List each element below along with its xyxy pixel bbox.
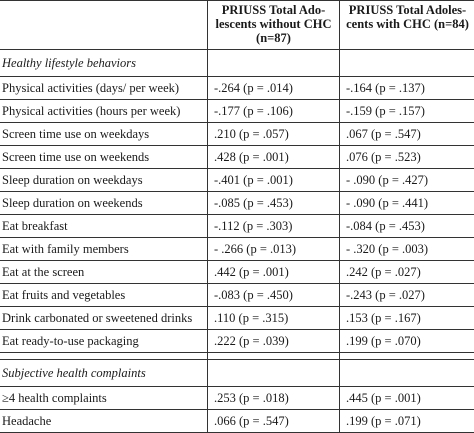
table-row: Screen time use on weekends.428 (p = .00… bbox=[0, 146, 474, 169]
row-label: Eat fruits and vegetables bbox=[0, 284, 208, 307]
table-row: Eat with family members- .266 (p = .013)… bbox=[0, 238, 474, 261]
table-row: Eat fruits and vegetables-.083 (p = .450… bbox=[0, 284, 474, 307]
cell-with-chc: -.159 (p = .157) bbox=[340, 100, 474, 123]
cell-with-chc: .153 (p = .167) bbox=[340, 307, 474, 330]
cell-without-chc: -.083 (p = .450) bbox=[208, 284, 340, 307]
table-row: Eat at the screen.442 (p = .001).242 (p … bbox=[0, 261, 474, 284]
cell-without-chc: .210 (p = .057) bbox=[208, 123, 340, 146]
section-title-healthy-lifestyle: Healthy lifestyle behaviors bbox=[0, 50, 208, 77]
table-row: Eat ready-to-use packaging.222 (p = .039… bbox=[0, 330, 474, 353]
cell-with-chc: - .090 (p = .441) bbox=[340, 192, 474, 215]
cell-with-chc: - .320 (p = .003) bbox=[340, 238, 474, 261]
table-row: Drink carbonated or sweetened drinks.110… bbox=[0, 307, 474, 330]
cell-with-chc: -.084 (p = .453) bbox=[340, 215, 474, 238]
cell-without-chc: -.264 (p = .014) bbox=[208, 77, 340, 100]
cell-without-chc: .066 (p = .547) bbox=[208, 410, 340, 433]
table-row: Screen time use on weekdays.210 (p = .05… bbox=[0, 123, 474, 146]
cell-with-chc: -.243 (p = .027) bbox=[340, 284, 474, 307]
row-label: Screen time use on weekends bbox=[0, 146, 208, 169]
section-row: Healthy lifestyle behaviors bbox=[0, 50, 474, 77]
row-label: Eat ready-to-use packaging bbox=[0, 330, 208, 353]
table-header-row: PRIUSS Total Ado-lescents without CHC (n… bbox=[0, 1, 474, 50]
table-row: Physical activities (hours per week)-.17… bbox=[0, 100, 474, 123]
table-row: ≥4 health complaints.253 (p = .018).445 … bbox=[0, 387, 474, 410]
cell-with-chc: .076 (p = .523) bbox=[340, 146, 474, 169]
row-label: Physical activities (hours per week) bbox=[0, 100, 208, 123]
cell-without-chc: .442 (p = .001) bbox=[208, 261, 340, 284]
cell-without-chc: - .266 (p = .013) bbox=[208, 238, 340, 261]
table-row: Physical activities (days/ per week)-.26… bbox=[0, 77, 474, 100]
section-title-health-complaints: Subjective health complaints bbox=[0, 360, 208, 387]
cell-without-chc: .222 (p = .039) bbox=[208, 330, 340, 353]
row-label: Drink carbonated or sweetened drinks bbox=[0, 307, 208, 330]
header-blank bbox=[0, 1, 208, 50]
cell-with-chc: -.164 (p = .137) bbox=[340, 77, 474, 100]
header-without-chc: PRIUSS Total Ado-lescents without CHC (n… bbox=[208, 1, 340, 50]
table-row: Sleep duration on weekends-.085 (p = .45… bbox=[0, 192, 474, 215]
cell-without-chc: -.401 (p = .001) bbox=[208, 169, 340, 192]
cell-with-chc: .199 (p = .070) bbox=[340, 330, 474, 353]
row-label: Screen time use on weekdays bbox=[0, 123, 208, 146]
row-label: Eat at the screen bbox=[0, 261, 208, 284]
row-label: ≥4 health complaints bbox=[0, 387, 208, 410]
row-label: Eat with family members bbox=[0, 238, 208, 261]
cell-with-chc: .445 (p = .001) bbox=[340, 387, 474, 410]
row-label: Sleep duration on weekdays bbox=[0, 169, 208, 192]
header-with-chc: PRIUSS Total Adoles-cents with CHC (n=84… bbox=[340, 1, 474, 50]
cell-without-chc: .110 (p = .315) bbox=[208, 307, 340, 330]
cell-without-chc: .253 (p = .018) bbox=[208, 387, 340, 410]
table-row: Headache.066 (p = .547).199 (p = .071) bbox=[0, 410, 474, 433]
cell-with-chc: - .090 (p = .427) bbox=[340, 169, 474, 192]
cell-with-chc: .199 (p = .071) bbox=[340, 410, 474, 433]
cell-with-chc: .067 (p = .547) bbox=[340, 123, 474, 146]
cell-without-chc: .428 (p = .001) bbox=[208, 146, 340, 169]
row-label: Headache bbox=[0, 410, 208, 433]
cell-without-chc: -.112 (p = .303) bbox=[208, 215, 340, 238]
spacer-row bbox=[0, 353, 474, 360]
table-row: Eat breakfast-.112 (p = .303)-.084 (p = … bbox=[0, 215, 474, 238]
section-row: Subjective health complaints bbox=[0, 360, 474, 387]
row-label: Physical activities (days/ per week) bbox=[0, 77, 208, 100]
cell-without-chc: -.177 (p = .106) bbox=[208, 100, 340, 123]
cell-with-chc: .242 (p = .027) bbox=[340, 261, 474, 284]
table-body: Healthy lifestyle behaviors Physical act… bbox=[0, 50, 474, 433]
cell-without-chc: -.085 (p = .453) bbox=[208, 192, 340, 215]
row-label: Sleep duration on weekends bbox=[0, 192, 208, 215]
row-label: Eat breakfast bbox=[0, 215, 208, 238]
table-row: Sleep duration on weekdays-.401 (p = .00… bbox=[0, 169, 474, 192]
